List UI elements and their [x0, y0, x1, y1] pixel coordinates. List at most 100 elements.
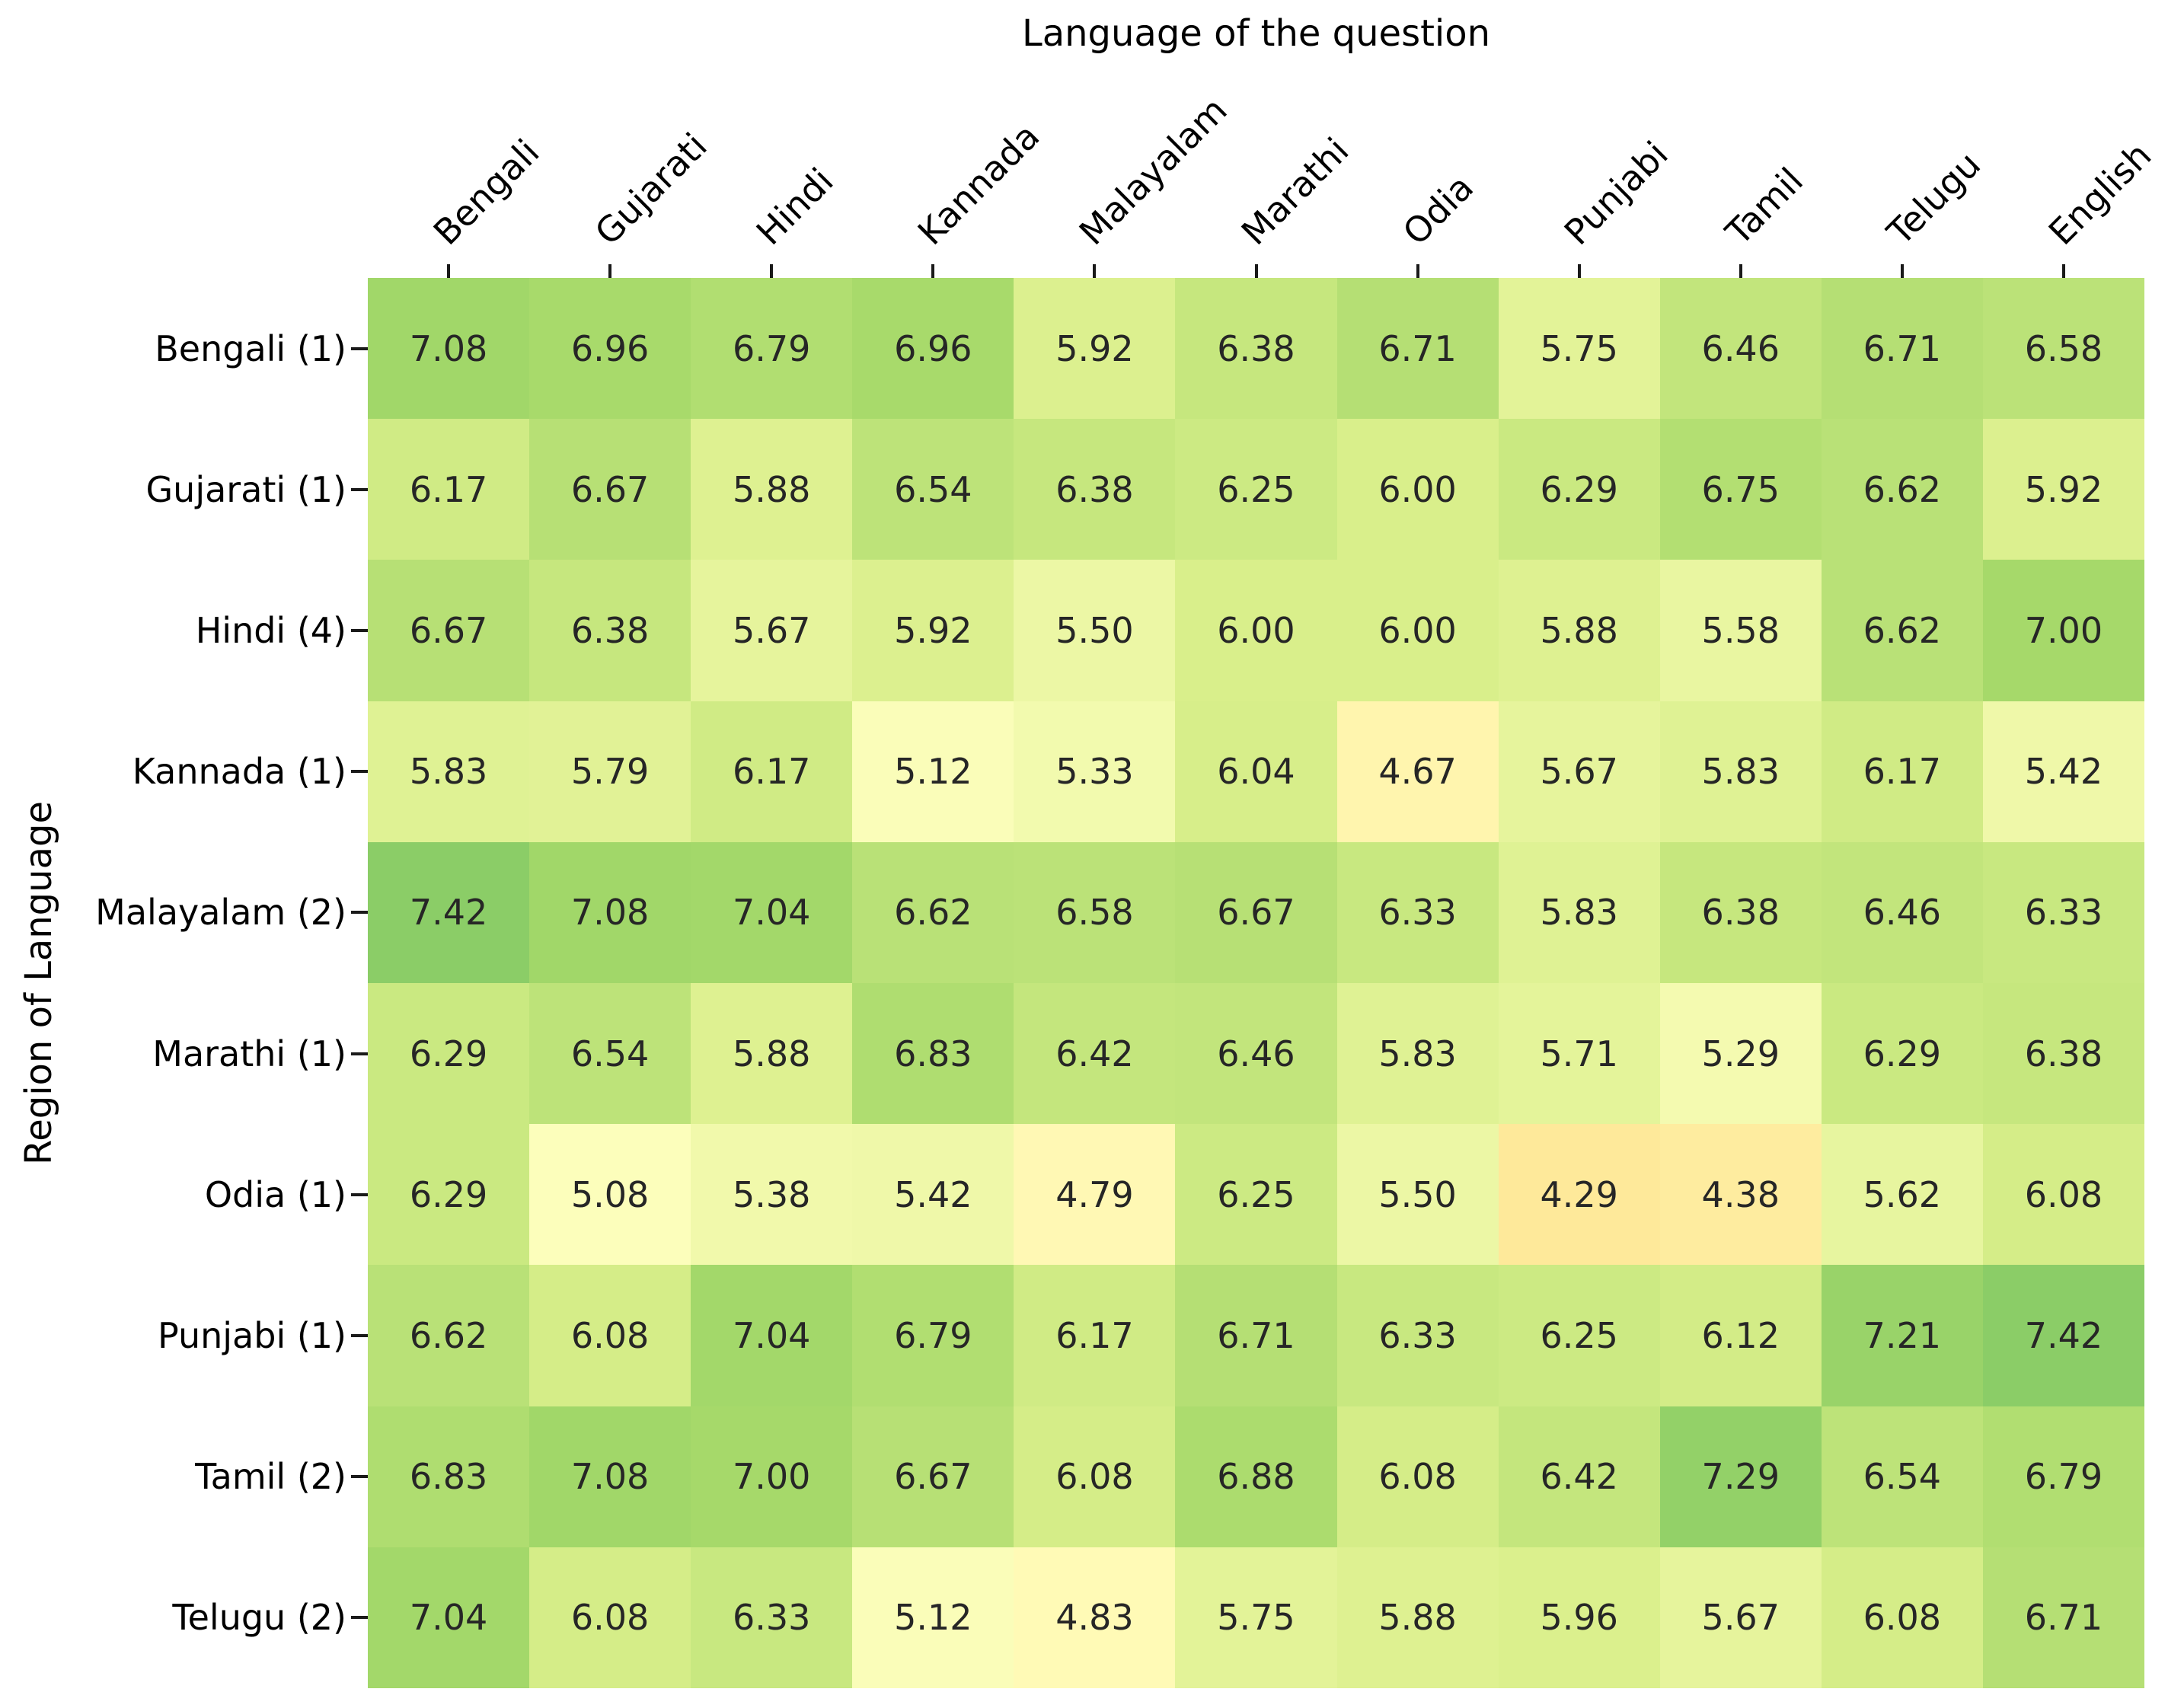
- heatmap-cell: 6.62: [368, 1265, 530, 1406]
- heatmap-cell: 4.67: [1336, 701, 1499, 842]
- heatmap-cell: 5.12: [852, 701, 1014, 842]
- y-tick-mark: [351, 346, 368, 350]
- x-tick-mark: [1093, 264, 1097, 278]
- heatmap-cell: 5.92: [852, 560, 1014, 701]
- y-tick-label: Malayalam (2): [95, 892, 346, 934]
- heatmap-cell: 6.04: [1175, 701, 1337, 842]
- y-tick-mark: [351, 911, 368, 915]
- heatmap-cell: 7.04: [691, 1265, 853, 1406]
- x-tick-mark: [1416, 264, 1419, 278]
- x-tick-mark: [931, 264, 935, 278]
- heatmap-cell: 6.79: [1982, 1406, 2144, 1547]
- heatmap-cell: 5.50: [1014, 560, 1176, 701]
- y-tick-mark: [351, 1192, 368, 1196]
- heatmap-cell: 5.92: [1982, 419, 2144, 560]
- heatmap-cell: 6.25: [1498, 1265, 1660, 1406]
- heatmap-cell: 5.42: [1982, 701, 2144, 842]
- y-tick-mark: [351, 770, 368, 774]
- y-tick-label: Gujarati (1): [145, 468, 346, 510]
- heatmap-cell: 5.88: [1336, 1547, 1499, 1688]
- heatmap-cell: 7.04: [368, 1547, 530, 1688]
- y-tick-label: Bengali (1): [155, 327, 346, 369]
- heatmap-cell: 6.38: [1982, 983, 2144, 1125]
- heatmap-cell: 6.88: [1175, 1406, 1337, 1547]
- heatmap-cell: 4.38: [1659, 1124, 1822, 1266]
- x-tick-mark: [2061, 264, 2065, 278]
- y-tick-mark: [351, 1334, 368, 1337]
- heatmap-cell: 6.54: [529, 983, 691, 1125]
- heatmap-cell: 6.08: [1336, 1406, 1499, 1547]
- heatmap-cell: 7.04: [691, 841, 853, 983]
- heatmap-cell: 5.67: [1498, 701, 1660, 842]
- heatmap-cell: 5.79: [529, 701, 691, 842]
- heatmap-cell: 6.96: [529, 278, 691, 420]
- heatmap-cell: 6.29: [1821, 983, 1983, 1125]
- x-tick-mark: [447, 264, 451, 278]
- heatmap-cell: 7.08: [529, 1406, 691, 1547]
- heatmap-cell: 6.67: [1175, 841, 1337, 983]
- heatmap-cell: 6.00: [1175, 560, 1337, 701]
- heatmap-cell: 6.17: [368, 419, 530, 560]
- y-tick-label: Punjabi (1): [158, 1315, 346, 1356]
- heatmap-cell: 6.25: [1175, 1124, 1337, 1266]
- heatmap-cell: 6.08: [1821, 1547, 1983, 1688]
- heatmap-cell: 6.62: [852, 841, 1014, 983]
- heatmap-cell: 6.38: [1659, 841, 1822, 983]
- heatmap-cell: 6.08: [529, 1547, 691, 1688]
- heatmap-cell: 6.17: [691, 701, 853, 842]
- heatmap-cell: 6.46: [1659, 278, 1822, 420]
- y-tick-label: Telugu (2): [172, 1597, 346, 1639]
- heatmap-cell: 6.67: [852, 1406, 1014, 1547]
- heatmap-cell: 7.42: [368, 841, 530, 983]
- heatmap-cell: 6.42: [1014, 983, 1176, 1125]
- heatmap-cell: 6.38: [1175, 278, 1337, 420]
- heatmap-cell: 5.83: [1336, 983, 1499, 1125]
- heatmap-cell: 5.08: [529, 1124, 691, 1266]
- heatmap-cell: 7.42: [1982, 1265, 2144, 1406]
- heatmap-cell: 6.71: [1336, 278, 1499, 420]
- y-tick-mark: [351, 1475, 368, 1479]
- y-tick-mark: [351, 1052, 368, 1055]
- heatmap-cell: 5.96: [1498, 1547, 1660, 1688]
- heatmap-cell: 6.46: [1175, 983, 1337, 1125]
- heatmap-cell: 7.29: [1659, 1406, 1822, 1547]
- heatmap-cell: 6.33: [1982, 841, 2144, 983]
- x-tick-mark: [1254, 264, 1258, 278]
- heatmap-cell: 6.83: [368, 1406, 530, 1547]
- heatmap-cell: 6.08: [1982, 1124, 2144, 1266]
- heatmap-cell: 7.21: [1821, 1265, 1983, 1406]
- heatmap-cell: 4.83: [1014, 1547, 1176, 1688]
- heatmap-cell: 6.79: [852, 1265, 1014, 1406]
- y-tick-label: Kannada (1): [132, 751, 346, 793]
- heatmap-cell: 6.38: [1014, 419, 1176, 560]
- heatmap-cell: 6.62: [1821, 419, 1983, 560]
- y-tick-mark: [351, 629, 368, 632]
- y-tick-label: Marathi (1): [152, 1033, 346, 1074]
- x-tick-mark: [770, 264, 774, 278]
- heatmap-cell: 6.00: [1336, 419, 1499, 560]
- x-tick-mark: [1900, 264, 1904, 278]
- heatmap-cell: 5.88: [691, 419, 853, 560]
- heatmap-cell: 6.29: [368, 983, 530, 1125]
- heatmap-cell: 7.00: [691, 1406, 853, 1547]
- heatmap-cell: 5.38: [691, 1124, 853, 1266]
- heatmap-cell: 6.67: [529, 419, 691, 560]
- heatmap-cell: 5.88: [1498, 560, 1660, 701]
- heatmap-cell: 5.42: [852, 1124, 1014, 1266]
- heatmap-cell: 6.08: [1014, 1406, 1176, 1547]
- heatmap-cell: 5.83: [1498, 841, 1660, 983]
- heatmap-cell: 5.75: [1175, 1547, 1337, 1688]
- heatmap-cell: 6.46: [1821, 841, 1983, 983]
- heatmap-cell: 5.62: [1821, 1124, 1983, 1266]
- heatmap-cell: 6.12: [1659, 1265, 1822, 1406]
- heatmap-cell: 6.17: [1821, 701, 1983, 842]
- heatmap-cell: 6.83: [852, 983, 1014, 1125]
- heatmap-cell: 6.62: [1821, 560, 1983, 701]
- heatmap-cell: 5.58: [1659, 560, 1822, 701]
- heatmap-cell: 6.33: [1336, 1265, 1499, 1406]
